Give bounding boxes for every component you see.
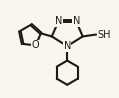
Text: SH: SH <box>97 29 111 39</box>
Text: N: N <box>72 16 80 26</box>
Text: N: N <box>64 41 71 51</box>
Text: N: N <box>55 16 62 26</box>
Text: O: O <box>32 40 39 50</box>
